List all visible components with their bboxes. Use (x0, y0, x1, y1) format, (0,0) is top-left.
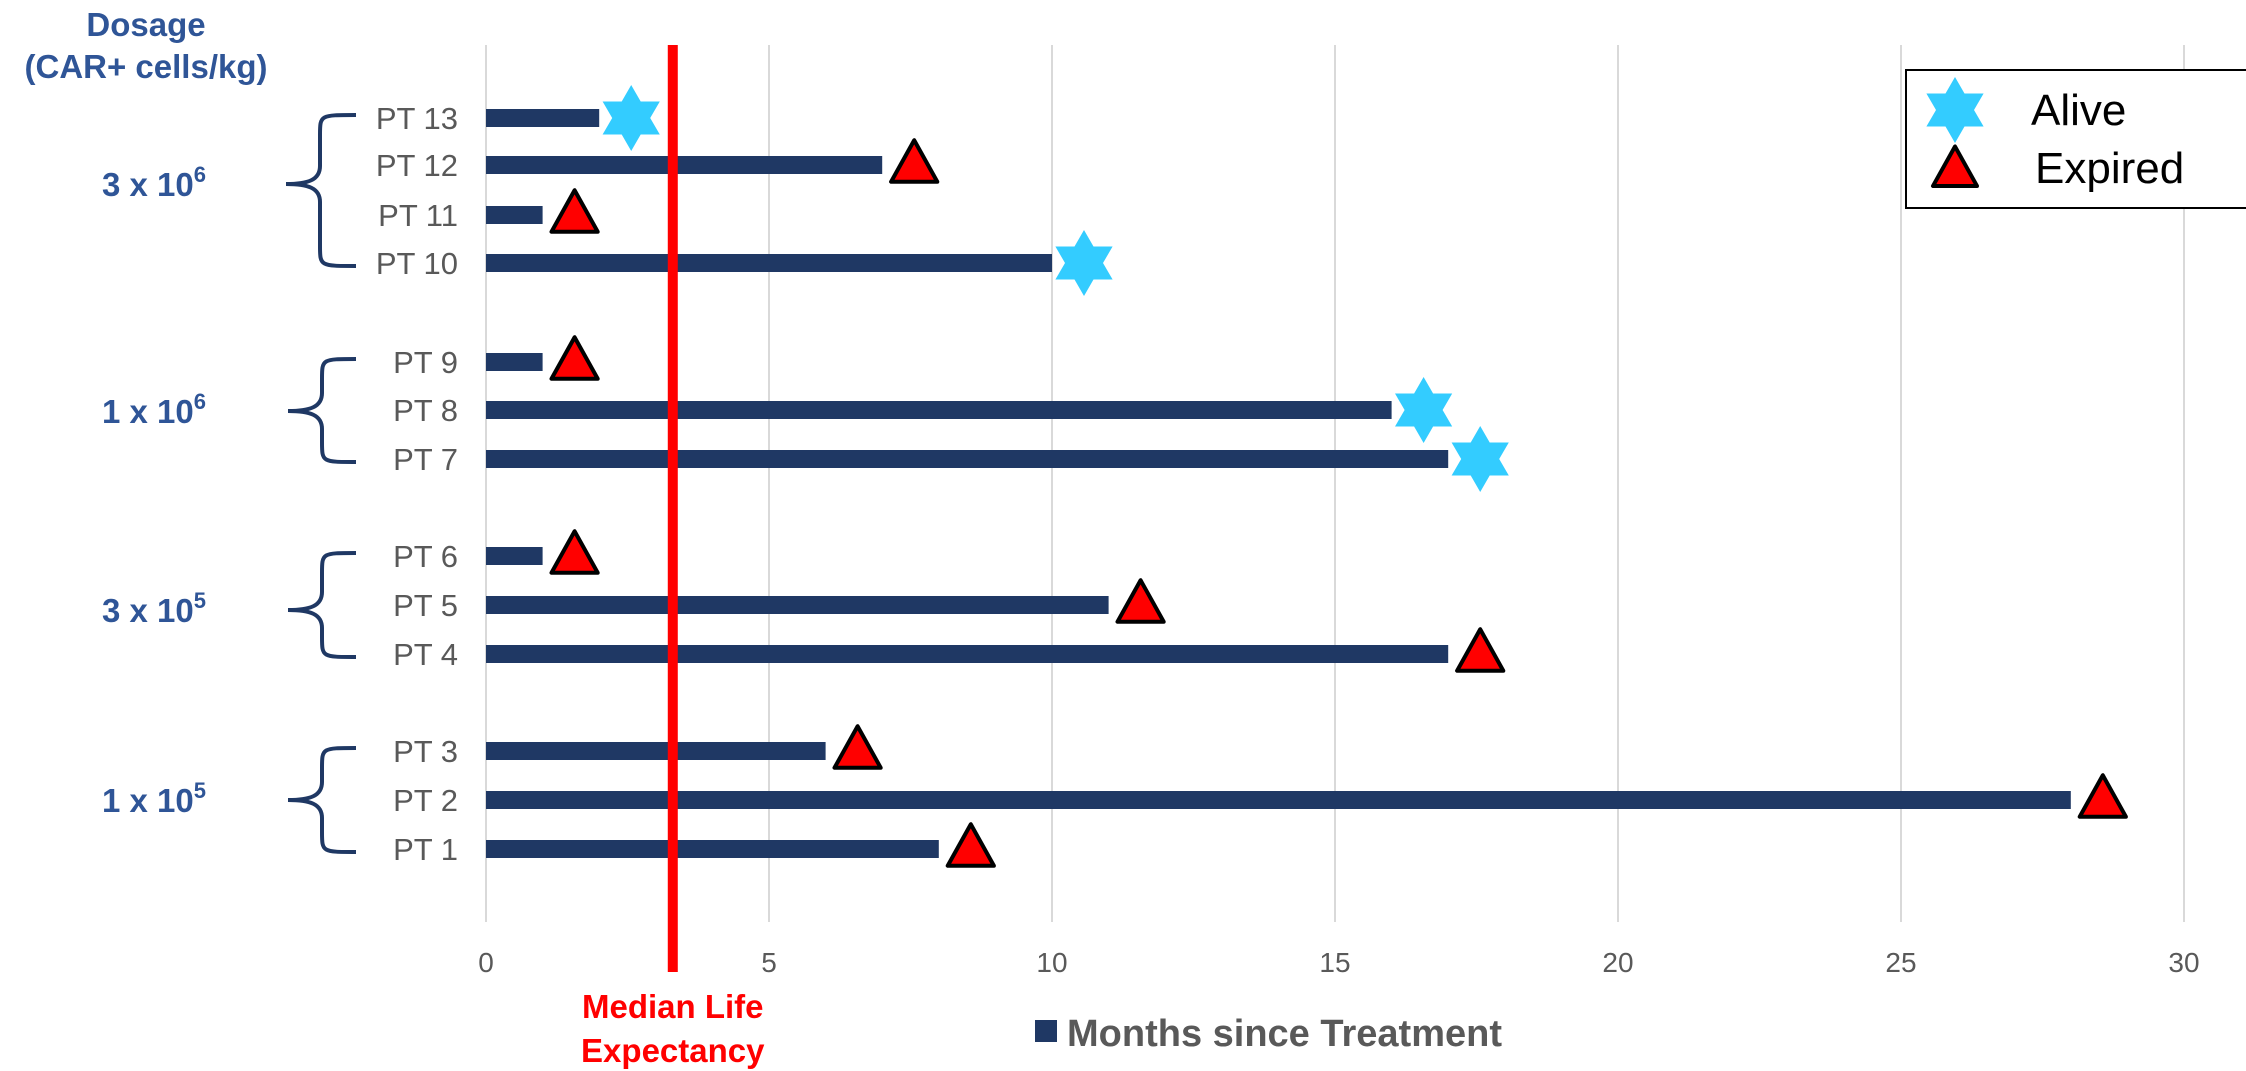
bar (486, 109, 600, 127)
bar (486, 353, 543, 371)
x-tick-label: 10 (1036, 947, 1067, 978)
x-axis-title-group: Months since Treatment (1035, 1013, 1502, 1055)
group-label: 1 x 106 (102, 389, 206, 430)
x-axis: 0 5 10 15 20 25 30 (478, 947, 2199, 978)
expired-marker (1115, 578, 1166, 624)
patient-labels: PT 13 PT 12 PT 11 PT 10 PT 9 PT 8 PT 7 PT 6 PT 5… (376, 101, 458, 867)
alive-marker (1395, 377, 1453, 443)
dosage-groups: 3 x 106 1 x 106 3 x 105 1 x 105 (102, 113, 357, 854)
x-tick-label: 20 (1602, 947, 1633, 978)
alive-marker (1451, 426, 1509, 492)
group-label: 3 x 105 (102, 588, 206, 629)
legend-label: Alive (2031, 86, 2126, 135)
group-brace (285, 113, 357, 268)
bar (486, 791, 2071, 809)
expired-marker (889, 138, 940, 184)
bars (486, 109, 2071, 858)
x-tick-label: 0 (478, 947, 494, 978)
expired-marker (549, 188, 600, 234)
dosage-axis-title: Dosage (CAR+ cells/kg) (25, 6, 268, 85)
bar (486, 840, 939, 858)
legend: Alive Expired (1905, 69, 2246, 209)
group-label: 3 x 106 (102, 162, 206, 203)
group-label: 1 x 105 (102, 778, 206, 819)
bar (486, 156, 883, 174)
x-tick-label: 15 (1319, 947, 1350, 978)
patient-label: PT 9 (393, 345, 458, 380)
expired-marker (1455, 627, 1506, 673)
legend-expired-icon (1931, 144, 1979, 188)
x-axis-title: Months since Treatment (1067, 1013, 1502, 1055)
median-life-line: Median Life Expectancy (581, 45, 765, 1069)
expired-marker (832, 724, 883, 770)
patient-label: PT 13 (376, 101, 458, 136)
patient-label: PT 12 (376, 148, 458, 183)
x-axis-legend-swatch (1035, 1020, 1057, 1042)
median-label-line2: Expectancy (581, 1032, 765, 1069)
patient-label: PT 2 (393, 783, 458, 818)
patient-label: PT 5 (393, 588, 458, 623)
patient-label: PT 4 (393, 637, 458, 672)
x-tick-label: 25 (1885, 947, 1916, 978)
bar (486, 596, 1109, 614)
patient-label: PT 11 (378, 198, 458, 233)
alive-marker (1055, 230, 1113, 296)
expired-marker (549, 529, 600, 575)
bar (486, 254, 1052, 272)
patient-label: PT 10 (376, 246, 458, 281)
expired-marker (549, 335, 600, 381)
expired-marker (2077, 773, 2128, 819)
legend-label: Expired (2035, 144, 2184, 193)
alive-marker (602, 85, 660, 151)
patient-label: PT 6 (393, 539, 458, 574)
patient-label: PT 8 (393, 393, 458, 428)
legend-alive-icon (1926, 77, 1984, 143)
x-tick-label: 30 (2168, 947, 2199, 978)
median-label-line1: Median Life (582, 988, 764, 1025)
x-tick-label: 5 (761, 947, 777, 978)
median-line (667, 45, 678, 972)
bar (486, 547, 543, 565)
group-brace (287, 746, 357, 854)
bar (486, 401, 1392, 419)
bar (486, 645, 1449, 663)
status-markers (549, 85, 2128, 868)
bar (486, 206, 543, 224)
patient-label: PT 7 (393, 442, 458, 477)
bar (486, 450, 1449, 468)
group-brace (287, 357, 357, 464)
patient-label: PT 1 (393, 832, 458, 867)
expired-marker (945, 822, 996, 868)
bar (486, 742, 826, 760)
group-brace (287, 551, 357, 659)
patient-label: PT 3 (393, 734, 458, 769)
